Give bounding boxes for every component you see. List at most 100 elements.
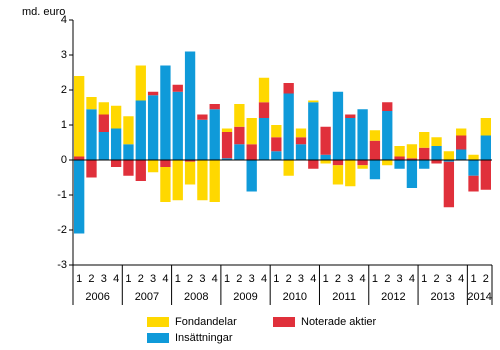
y-tick-label: 0 (61, 154, 67, 166)
bar-segment (123, 116, 134, 145)
x-tick-label: 2 (384, 273, 390, 285)
bar-segment (320, 126, 331, 155)
bar-segment (480, 160, 491, 190)
bar-segment (332, 165, 344, 185)
y-tick-label: 4 (61, 14, 67, 26)
bar-segment (98, 102, 109, 115)
y-tick-label: -3 (57, 259, 67, 271)
bar-segment (357, 160, 368, 166)
year-label: 2009 (233, 291, 257, 303)
bar-segment (98, 114, 109, 132)
bar-segment (209, 104, 220, 110)
y-tick-label: -2 (57, 224, 67, 236)
x-tick-label: 3 (101, 273, 107, 285)
x-tick-label: 3 (446, 273, 452, 285)
bar-segment (221, 158, 233, 160)
bar-segment (160, 167, 171, 202)
bar-segment (295, 128, 307, 138)
bar-segment (209, 160, 220, 202)
bar-segment (246, 144, 257, 160)
x-tick-label: 2 (236, 273, 242, 285)
bar-segment (419, 160, 430, 169)
bar-segment (246, 118, 257, 145)
bar-segment (172, 91, 183, 160)
bar-segment (271, 151, 282, 160)
bar-segment (258, 118, 270, 160)
x-tick-label: 1 (125, 273, 131, 285)
y-tick-label: -1 (57, 189, 67, 201)
bar-segment (147, 160, 159, 173)
y-axis-label: md. euro (22, 6, 65, 18)
x-tick-label: 2 (433, 273, 439, 285)
bar-segment (123, 144, 134, 160)
bar-segment (123, 160, 134, 176)
bar-segment (345, 118, 356, 160)
bar-segment (234, 104, 245, 127)
bar-segment (456, 149, 467, 160)
bar-segment (86, 109, 97, 160)
x-tick-label: 4 (310, 273, 316, 285)
bar-segment (369, 140, 381, 160)
bar-segment (147, 91, 159, 96)
legend-label: Noterade aktier (301, 316, 377, 328)
x-tick-label: 4 (261, 273, 267, 285)
bar-segment (443, 161, 455, 208)
bar-segment (431, 146, 442, 160)
bar-segment (86, 160, 97, 178)
bar-segment (382, 111, 393, 160)
bar-segment (258, 102, 270, 118)
x-tick-label: 3 (249, 273, 255, 285)
bar-segment (221, 132, 233, 159)
bar-segment (406, 144, 418, 159)
bar-segment (110, 105, 122, 129)
bar-segment (74, 76, 85, 157)
bar-segment (184, 160, 196, 162)
bar-segment (332, 160, 344, 166)
x-tick-label: 1 (175, 273, 181, 285)
bar-segment (394, 156, 405, 160)
year-label: 2006 (85, 291, 109, 303)
bar-segment (468, 175, 479, 192)
bar-segment (110, 160, 122, 167)
x-tick-label: 1 (323, 273, 329, 285)
bar-segment (234, 144, 245, 160)
bar-segment (86, 97, 97, 110)
year-label: 2014 (467, 291, 491, 303)
x-tick-label: 1 (421, 273, 427, 285)
x-tick-label: 3 (347, 273, 353, 285)
x-tick-label: 3 (150, 273, 156, 285)
y-tick-label: 1 (61, 119, 67, 131)
bar-segment (369, 130, 381, 141)
bar-segment (369, 160, 381, 180)
x-tick-label: 4 (458, 273, 464, 285)
bar-segment (406, 160, 418, 188)
bar-segment (345, 114, 356, 118)
bar-segment (382, 160, 393, 166)
bar-segment (271, 137, 282, 152)
y-tick-label: 3 (61, 49, 67, 61)
bar-segment (456, 135, 467, 150)
year-label: 2008 (184, 291, 208, 303)
bar-segment (419, 132, 430, 148)
bar-segment (382, 102, 393, 111)
x-tick-label: 3 (397, 273, 403, 285)
legend-label: Insättningar (175, 332, 233, 344)
bar-segment (246, 160, 257, 192)
legend-swatch (273, 317, 295, 327)
year-label: 2013 (430, 291, 454, 303)
x-tick-label: 1 (470, 273, 476, 285)
legend-label: Fondandelar (175, 316, 237, 328)
bar-segment (74, 156, 85, 160)
bar-segment (443, 160, 455, 162)
bar-segment (234, 126, 245, 145)
bar-segment (283, 83, 294, 94)
year-label: 2011 (332, 291, 356, 303)
bar-segment (394, 146, 405, 157)
year-label: 2007 (135, 291, 159, 303)
bar-segment (197, 160, 208, 201)
x-tick-label: 2 (335, 273, 341, 285)
bar-segment (283, 93, 294, 160)
bar-segment (468, 154, 479, 160)
x-tick-label: 1 (273, 273, 279, 285)
